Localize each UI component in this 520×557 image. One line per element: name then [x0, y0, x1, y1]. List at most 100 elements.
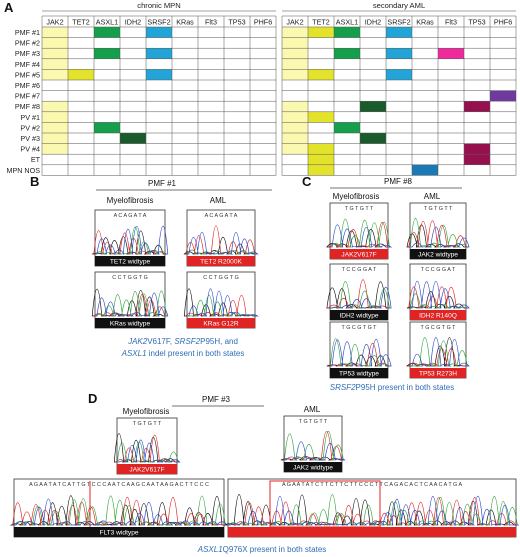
aml-cell-jak2-8 [282, 111, 308, 123]
c-mf-jak2-trace-0 [326, 229, 388, 248]
chronic-cell-idh2-10 [120, 133, 146, 144]
d-mf-jak2-trace-2 [116, 441, 179, 463]
aml-cell-kras-13 [412, 164, 438, 176]
sample-label: PMF #5 [15, 70, 40, 79]
sample-label: PMF #3 [15, 49, 40, 58]
c-aml-jak2-trace-2 [410, 218, 469, 248]
c-mf-jak2-trace-1 [327, 222, 388, 248]
c-mf-jak2-trace-3 [330, 224, 393, 248]
c-mf-tp53: T G C G T G T TP53 widtype [326, 321, 392, 379]
d-mf-jak2-tag [117, 464, 177, 474]
c-aml-tp53-tag-label: TP53 R273H [419, 370, 457, 377]
d-aml-flt3-sequence: A G A A T A T C T T C T T C T T C C C T … [282, 482, 462, 488]
d-mf-flt3-trace-0 [9, 495, 224, 526]
chronic-cell-srsf2-2 [146, 48, 172, 59]
chronic-gene-header: ASXL1 [96, 18, 118, 27]
chronic-gene-header: Flt3 [205, 18, 217, 27]
panel-c-traces: T G T G T T JAK2V617F T G T G T T JAK2 widt… [326, 202, 470, 379]
d-mf-flt3: A G A A T A T C A T T G T C C C A A T C … [9, 478, 228, 538]
chronic-cell-asxl1-0 [94, 27, 120, 38]
chronic-cell-asxl1-2 [94, 48, 120, 59]
chronic-cell-jak2-8 [42, 111, 68, 123]
chronic-gene-header: TP53 [228, 18, 245, 27]
chronic-cell-srsf2-0 [146, 27, 172, 38]
sample-label: PV #2 [20, 123, 40, 132]
c-mf-tp53-trace-3 [330, 339, 392, 367]
chronic-title: chronic MPN [137, 1, 180, 10]
sample-label: PMF #8 [15, 102, 40, 111]
b-mf-kras-trace-2 [95, 290, 167, 317]
chronic-gene-header: JAK2 [46, 18, 63, 27]
b-mf-tet2-tag [95, 256, 165, 266]
aml-cell-jak2-9 [282, 122, 308, 133]
b-mf-tet2-trace-3 [95, 225, 169, 255]
d-aml-flt3-trace-0 [223, 494, 516, 526]
chronic-cell-tet2-4 [68, 69, 94, 80]
sample-label: PMF #7 [15, 92, 40, 101]
d-mf-flt3-trace-3 [14, 498, 228, 526]
b-mf-kras-sequence: C C T G G T G [112, 275, 148, 281]
c-mf-jak2-sequence: T G T G T T [345, 206, 374, 212]
d-aml-jak2-trace-3 [284, 441, 346, 461]
aml-cell-jak2-3 [282, 58, 308, 70]
d-aml-jak2-trace-1 [282, 431, 342, 461]
aml-cell-tp53-7 [464, 101, 490, 112]
b-mf-tet2-trace-1 [93, 230, 165, 255]
b-aml-tet2: A C A G A T A TET2 R2000K [183, 209, 259, 267]
chronic-cell-jak2-4 [42, 69, 68, 80]
aml-cell-jak2-7 [282, 101, 308, 112]
c-mf-idh2: T C C G G A T IDH2 widtype [326, 263, 392, 321]
d-mf-jak2-tag-label: JAK2V617F [129, 466, 164, 473]
b-mf-tet2-tag-label: TET2 widtype [110, 258, 151, 265]
chronic-cell-jak2-0 [42, 27, 68, 38]
panel-c-caption: SRSF2P95H present in both states [330, 383, 455, 392]
b-aml-tet2-tag [187, 256, 255, 266]
chronic-cell-asxl1-9 [94, 122, 120, 133]
b-mf-kras-trace-3 [95, 292, 169, 317]
aml-cell-tp53-11 [464, 143, 490, 155]
aml-gene-header: PHF6 [494, 18, 512, 27]
d-aml-flt3-tag [228, 527, 516, 537]
aml-gene-header: TET2 [312, 18, 330, 27]
chronic-cell-jak2-7 [42, 101, 68, 112]
c-aml-idh2-trace-0 [406, 291, 466, 309]
chronic-cell-jak2-9 [42, 122, 68, 133]
d-mf-flt3-trace-1 [12, 497, 224, 526]
sample-label: PMF #4 [15, 60, 40, 69]
aml-cell-tet2-8 [308, 111, 334, 123]
aml-cell-srsf2-4 [386, 69, 412, 80]
sample-label: MPN NOS [6, 166, 40, 175]
chronic-gene-header: KRas [176, 18, 194, 27]
aml-cell-flt3-2 [438, 48, 464, 59]
sample-label: ET [31, 155, 41, 164]
d-aml-jak2-trace-0 [280, 455, 342, 461]
c-aml-tp53: T G C G T G T TP53 R273H [406, 321, 470, 379]
d-mf-flt3-tag-label: FLT3 widtype [99, 529, 138, 536]
c-aml-idh2-trace-3 [410, 281, 470, 309]
sample-label: PMF #6 [15, 81, 40, 90]
d-aml-flt3-trace-1 [226, 497, 516, 526]
c-aml-jak2-trace-0 [406, 224, 466, 248]
d-aml-jak2-trace-2 [284, 431, 344, 461]
aml-gene-header: IDH2 [365, 18, 381, 27]
panel-d-col-left: Myelofibrosis [123, 407, 170, 416]
aml-gene-header: JAK2 [286, 18, 303, 27]
c-mf-idh2-trace-2 [330, 281, 390, 309]
aml-gene-header: ASXL1 [336, 18, 358, 27]
aml-cell-idh2-7 [360, 101, 386, 112]
c-aml-jak2-tag-label: JAK2 widtype [418, 251, 458, 258]
c-aml-idh2-trace-1 [408, 286, 466, 309]
b-aml-kras-trace-0 [183, 288, 255, 317]
c-aml-tp53-trace-3 [410, 337, 470, 367]
chronic-gene-header: PHF6 [254, 18, 272, 27]
b-mf-kras: C C T G G T G KRas widtype [91, 271, 169, 329]
aml-cell-jak2-1 [282, 37, 308, 49]
aml-gene-header: SRSF2 [387, 18, 410, 27]
c-mf-tp53-sequence: T G C G T G T [342, 325, 378, 331]
aml-gene-header: KRas [416, 18, 434, 27]
panel-d-col-right: AML [304, 405, 321, 414]
panel-d-traces: T G T G T T JAK2V617F T G T G T T JAK2 widt… [9, 415, 519, 538]
chronic-cell-jak2-10 [42, 133, 68, 144]
panel-b-caption-2: ASXL1 indel present in both states [121, 349, 245, 358]
